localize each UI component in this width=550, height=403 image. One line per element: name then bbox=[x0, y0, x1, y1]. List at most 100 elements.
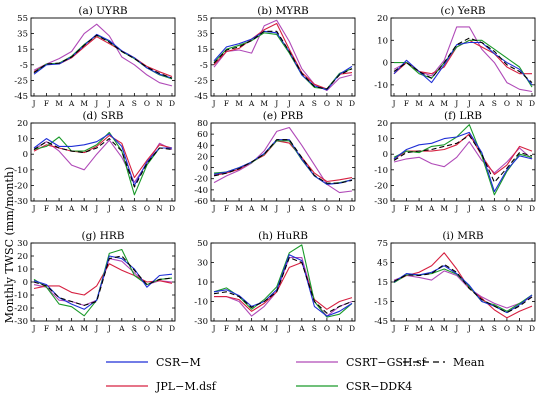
x-tick-label: M bbox=[415, 204, 423, 213]
x-tick-label: M bbox=[440, 204, 448, 213]
x-tick-label: N bbox=[336, 324, 343, 333]
y-tick-label: -10 bbox=[374, 81, 388, 91]
x-tick-label: D bbox=[349, 324, 355, 333]
panel-a-uyrb-series-csr-m bbox=[33, 33, 173, 79]
x-tick-label: D bbox=[349, 99, 355, 108]
y-tick-label: 80 bbox=[197, 119, 208, 129]
x-tick-label: A bbox=[118, 99, 125, 108]
panel-i-mrb-frame bbox=[390, 242, 536, 322]
x-tick-label: M bbox=[260, 99, 268, 108]
y-tick-label: 20 bbox=[377, 119, 388, 129]
y-tick-label: 75 bbox=[377, 239, 388, 249]
x-tick-label: O bbox=[504, 204, 510, 213]
y-tick-label: -20 bbox=[14, 304, 28, 314]
panel-f-lrb-series-csr-m bbox=[393, 131, 533, 193]
x-tick-label: N bbox=[516, 99, 523, 108]
panel-e-prb-series-csr-ddk4 bbox=[213, 140, 353, 185]
y-tick-label: 60 bbox=[197, 130, 208, 140]
panel-e-prb-series-csr-m bbox=[213, 139, 353, 185]
y-tick-label: -30 bbox=[14, 197, 28, 207]
panel-e-prb-series-jpl-m-dsf bbox=[213, 140, 353, 183]
x-tick-label: F bbox=[44, 99, 49, 108]
x-tick-label: F bbox=[224, 99, 229, 108]
x-tick-label: F bbox=[404, 99, 409, 108]
panel-a-uyrb-series-csrt-gsh-sf bbox=[33, 23, 173, 87]
x-tick-label: N bbox=[516, 204, 523, 213]
x-tick-label: O bbox=[324, 204, 330, 213]
x-tick-label: D bbox=[349, 204, 355, 213]
x-tick-label: J bbox=[391, 324, 395, 333]
y-tick-label: -20 bbox=[194, 175, 208, 185]
x-tick-label: N bbox=[336, 204, 343, 213]
panel-e-prb-series-mean bbox=[213, 139, 353, 184]
y-tick-label: -5 bbox=[200, 61, 208, 71]
x-tick-label: M bbox=[440, 99, 448, 108]
y-tick-label: -40 bbox=[194, 186, 208, 196]
panel-a-uyrb-series-mean bbox=[33, 34, 173, 79]
x-tick-label: F bbox=[44, 324, 49, 333]
y-tick-label: -10 bbox=[374, 166, 388, 176]
panel-e-prb-frame bbox=[210, 122, 356, 202]
x-tick-label: S bbox=[312, 204, 317, 213]
x-tick-label: S bbox=[312, 99, 317, 108]
x-tick-label: S bbox=[492, 324, 497, 333]
panel-c-yerb-series-mean bbox=[393, 37, 533, 84]
y-tick-label: 20 bbox=[17, 119, 28, 129]
panel-h-hurb-frame bbox=[210, 242, 356, 322]
x-tick-label: O bbox=[144, 204, 150, 213]
y-tick-label: -60 bbox=[194, 197, 208, 207]
x-tick-label: J bbox=[274, 99, 278, 108]
y-tick-label: -30 bbox=[14, 317, 28, 327]
x-tick-label: O bbox=[324, 324, 330, 333]
y-tick-label: -20 bbox=[14, 181, 28, 191]
x-tick-label: J bbox=[31, 99, 35, 108]
x-tick-label: F bbox=[224, 324, 229, 333]
y-tick-label: -10 bbox=[194, 298, 208, 308]
x-tick-label: M bbox=[415, 99, 423, 108]
legend-label-csr-ddk4: CSR−DDK4 bbox=[346, 380, 412, 393]
x-tick-label: M bbox=[55, 204, 63, 213]
x-tick-label: J bbox=[274, 204, 278, 213]
x-tick-label: J bbox=[287, 204, 291, 213]
panel-f-lrb-series-csrt-gsh-sf bbox=[393, 141, 533, 174]
panel-h-hurb-title: (h) HuRB bbox=[258, 230, 308, 242]
x-tick-label: J bbox=[107, 204, 111, 213]
x-tick-label: A bbox=[478, 99, 485, 108]
y-tick-label: 30 bbox=[197, 259, 208, 269]
x-tick-label: S bbox=[132, 99, 137, 108]
x-tick-label: D bbox=[169, 99, 175, 108]
x-tick-label: A bbox=[68, 99, 75, 108]
panel-b-myrb-series-mean bbox=[213, 30, 353, 90]
x-tick-label: M bbox=[235, 204, 243, 213]
panel-i-mrb-series-csr-ddk4 bbox=[393, 268, 533, 312]
x-tick-label: N bbox=[156, 99, 163, 108]
x-tick-label: A bbox=[248, 99, 255, 108]
panel-g-hrb-title: (g) HRB bbox=[81, 230, 124, 242]
y-tick-label: -10 bbox=[14, 166, 28, 176]
y-tick-label: 10 bbox=[377, 135, 388, 145]
x-tick-label: F bbox=[404, 324, 409, 333]
panel-d-srb-series-csr-ddk4 bbox=[33, 131, 172, 196]
panel-e-prb-title: (e) PRB bbox=[263, 110, 304, 122]
x-tick-label: A bbox=[248, 204, 255, 213]
x-tick-label: O bbox=[324, 99, 330, 108]
y-tick-label: 40 bbox=[197, 141, 208, 151]
x-tick-label: A bbox=[298, 204, 305, 213]
y-axis-label: Monthly TWSC (mm/month) bbox=[3, 167, 16, 324]
y-tick-label: 35 bbox=[197, 30, 208, 40]
panel-a-uyrb-frame bbox=[30, 17, 176, 97]
y-tick-label: 55 bbox=[197, 14, 208, 24]
x-tick-label: M bbox=[55, 324, 63, 333]
x-tick-label: S bbox=[132, 324, 137, 333]
y-tick-label: 20 bbox=[197, 152, 208, 162]
y-tick-label: 15 bbox=[17, 45, 28, 55]
x-tick-label: N bbox=[156, 204, 163, 213]
y-tick-label: 15 bbox=[377, 278, 388, 288]
y-tick-label: 50 bbox=[197, 239, 208, 249]
y-tick-label: 0 bbox=[383, 150, 388, 160]
y-tick-label: -20 bbox=[374, 181, 388, 191]
panel-h-hurb-series-csr-m bbox=[213, 254, 353, 317]
y-tick-label: 20 bbox=[377, 14, 388, 24]
